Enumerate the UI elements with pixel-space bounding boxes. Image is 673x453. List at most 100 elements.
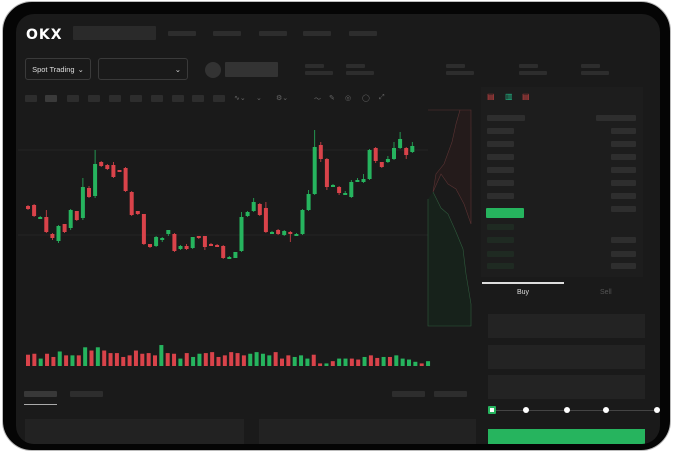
timeframe-tab[interactable] <box>130 95 142 102</box>
settings-icon[interactable]: ⚙⌄ <box>276 95 289 102</box>
candle-body <box>385 159 390 162</box>
candle <box>135 211 140 215</box>
volume-bar <box>32 353 37 366</box>
filter-button[interactable] <box>434 391 467 397</box>
timeframe-tab[interactable] <box>67 95 79 102</box>
fullscreen-icon[interactable]: ⤢ <box>379 94 385 101</box>
nav-item[interactable] <box>349 31 377 36</box>
bid-amount <box>611 263 636 269</box>
price-input[interactable] <box>488 314 645 338</box>
nav-item[interactable] <box>259 31 287 36</box>
candle <box>141 214 146 245</box>
volume-bar <box>241 355 246 366</box>
pencil-icon[interactable]: ✎ <box>329 95 335 102</box>
timeframe-tab[interactable] <box>213 95 225 102</box>
candle <box>337 186 342 195</box>
candle-body <box>239 217 244 251</box>
candle <box>263 202 268 233</box>
slider-step[interactable] <box>523 407 529 413</box>
volume-bar <box>114 353 119 366</box>
candlestick-chart[interactable] <box>16 14 481 444</box>
volume-bar <box>235 353 240 366</box>
candle <box>404 147 409 159</box>
volume-bar <box>273 352 278 366</box>
okx-logo: OKX <box>26 27 63 43</box>
ask-price <box>487 154 514 160</box>
timeframe-tab[interactable] <box>25 95 37 102</box>
spot-trading-dropdown[interactable]: Spot Trading ⌄ <box>25 58 91 80</box>
buy-submit-button[interactable] <box>488 429 645 444</box>
nav-item[interactable] <box>303 31 331 36</box>
clock-icon[interactable]: ◯ <box>362 95 370 102</box>
ask-amount <box>611 180 636 186</box>
volume-bar <box>133 350 138 366</box>
bid-amount <box>611 251 636 257</box>
total-input[interactable] <box>488 375 645 399</box>
slider-step[interactable] <box>654 407 660 413</box>
buy-orders-icon[interactable]: ▥ <box>505 92 513 101</box>
candle <box>129 191 134 216</box>
volume-bar <box>407 359 411 366</box>
depth-view-icon[interactable]: ▤ <box>487 92 495 101</box>
volume-bar <box>45 353 50 366</box>
candle <box>38 216 43 219</box>
stat-label <box>346 64 365 68</box>
volume-bar <box>89 350 94 366</box>
draw-line-icon[interactable]: 〜 <box>314 96 321 103</box>
volume-bar <box>153 355 157 366</box>
candle-body <box>263 208 268 232</box>
indicator-icon[interactable]: ∿⌄ <box>234 95 246 102</box>
timeframe-tab[interactable] <box>151 95 163 102</box>
depth-bids <box>427 191 472 327</box>
candle <box>166 230 171 236</box>
tab-buy[interactable]: Buy <box>517 289 530 296</box>
slider-step[interactable] <box>603 407 609 413</box>
volume-bar <box>216 356 221 366</box>
candle <box>154 236 159 247</box>
sell-orders-icon[interactable]: ▤ <box>522 92 530 101</box>
bid-price <box>487 237 514 243</box>
filter-button[interactable] <box>392 391 425 397</box>
tab-sell[interactable]: Sell <box>600 289 612 296</box>
candle <box>245 211 250 217</box>
timeframe-tab[interactable] <box>192 95 204 102</box>
candle-body <box>160 238 165 240</box>
target-icon[interactable]: ◎ <box>345 95 352 102</box>
volume-bar <box>356 359 361 366</box>
candle-body <box>398 139 403 148</box>
slider-step[interactable] <box>564 407 570 413</box>
candle <box>343 191 348 195</box>
candle <box>50 233 55 240</box>
pair-price <box>225 62 278 77</box>
timeframe-tab[interactable] <box>45 95 57 102</box>
amount-input[interactable] <box>488 345 645 369</box>
candle-body <box>166 230 171 234</box>
bid-amount <box>611 237 636 243</box>
timeframe-tab[interactable] <box>88 95 100 102</box>
order-book: ▤ ▥ ▤ <box>481 87 643 277</box>
volume-bar <box>426 361 431 366</box>
nav-item[interactable] <box>213 31 241 36</box>
stat-value <box>305 71 333 75</box>
candle <box>300 209 305 235</box>
candle-body <box>227 257 232 259</box>
slider-handle[interactable] <box>488 406 496 414</box>
stat-value <box>346 71 374 75</box>
tab-order-history[interactable] <box>70 391 103 397</box>
ask-amount <box>611 154 636 160</box>
leverage-slider[interactable] <box>492 410 658 411</box>
candle <box>227 256 232 259</box>
search-input[interactable] <box>73 26 156 40</box>
timeframe-tab[interactable] <box>172 95 184 102</box>
depth-asks <box>428 109 472 225</box>
ask-price <box>487 141 514 147</box>
candle <box>105 164 110 170</box>
candle-body <box>154 237 159 246</box>
tab-open-orders[interactable] <box>24 391 57 397</box>
chart-type-icon[interactable]: ⌄ <box>256 95 262 102</box>
volume-bar <box>254 352 259 366</box>
volume-bar <box>324 363 329 366</box>
timeframe-tab[interactable] <box>109 95 121 102</box>
pair-selector-dropdown[interactable]: ⌄ <box>98 58 188 80</box>
nav-item[interactable] <box>168 31 196 36</box>
